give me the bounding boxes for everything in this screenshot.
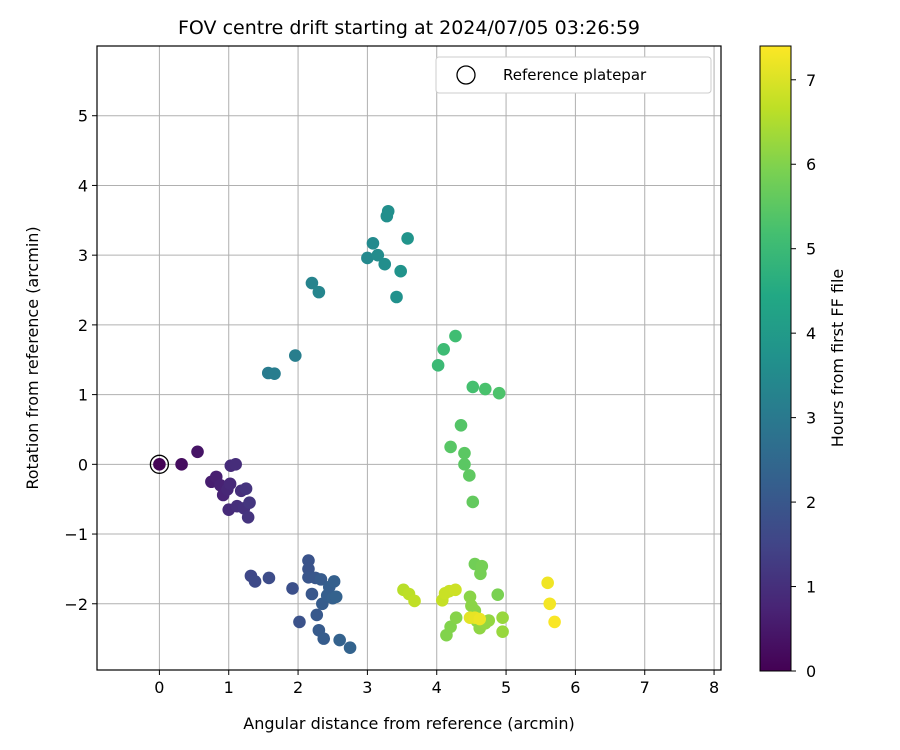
y-tick-label: −1: [64, 525, 88, 544]
data-point: [268, 367, 281, 380]
data-point: [239, 482, 253, 496]
data-point: [444, 620, 457, 634]
data-point: [314, 573, 328, 586]
data-point: [431, 359, 445, 372]
colorbar-ticks: 0 1 2 3 4 5 6 7: [791, 71, 816, 681]
colorbar-tick-label: 5: [806, 240, 816, 259]
y-tick-label: 0: [78, 455, 88, 474]
grid-lines: [97, 46, 721, 670]
data-point: [286, 582, 299, 595]
legend-marker: [456, 65, 476, 85]
data-point: [492, 386, 506, 400]
data-point: [401, 232, 414, 245]
data-point: [153, 458, 166, 471]
data-point: [305, 587, 319, 601]
y-axis-label: Rotation from reference (arcmin): [23, 226, 42, 489]
axis-ticks: 0 1 2 3 4 5 6 7 8 −2 −1 0 1 2 3 4 5: [64, 107, 719, 697]
colorbar-label: Hours from first FF file: [828, 269, 847, 448]
data-point: [191, 445, 204, 459]
reference-platepar-marker: [149, 454, 170, 474]
data-point: [437, 342, 450, 356]
data-point: [310, 608, 324, 622]
data-point: [458, 458, 471, 471]
y-tick-label: 3: [78, 246, 88, 265]
colorbar-tick-label: 0: [806, 662, 816, 681]
data-point: [394, 264, 407, 278]
data-point: [466, 495, 480, 509]
data-point: [381, 204, 395, 218]
data-point: [223, 477, 237, 491]
data-point: [390, 290, 403, 304]
data-point: [317, 632, 331, 645]
x-tick-label: 5: [501, 678, 511, 697]
data-point: [329, 590, 343, 604]
data-point: [305, 276, 319, 290]
y-tick-label: 1: [78, 386, 88, 405]
data-point: [473, 612, 487, 626]
data-point: [454, 418, 468, 432]
data-point: [474, 567, 487, 581]
x-tick-label: 0: [154, 678, 164, 697]
data-point: [449, 583, 462, 597]
data-point: [496, 625, 509, 638]
colorbar-tick-label: 7: [806, 71, 816, 90]
legend-label: Reference platepar: [503, 66, 647, 84]
x-tick-label: 7: [640, 678, 650, 697]
plot-frame: [96, 45, 722, 671]
x-tick-label: 1: [224, 678, 234, 697]
data-point: [371, 248, 385, 262]
colorbar-tick-label: 3: [806, 409, 816, 428]
data-point: [463, 469, 476, 482]
y-tick-label: −2: [64, 595, 88, 614]
legend: Reference platepar: [435, 56, 712, 94]
data-point: [262, 571, 276, 585]
x-tick-label: 6: [570, 678, 580, 697]
colorbar-gradient: [759, 45, 792, 672]
data-point: [478, 382, 492, 396]
data-point: [241, 511, 255, 524]
x-tick-label: 4: [432, 678, 442, 697]
data-point: [229, 458, 242, 471]
y-tick-label: 2: [78, 316, 88, 335]
colorbar-tick-label: 6: [806, 155, 816, 174]
data-point: [378, 257, 392, 271]
data-point: [293, 615, 306, 629]
data-point: [548, 615, 561, 629]
y-tick-label: 5: [78, 107, 88, 126]
data-point: [243, 496, 256, 509]
colorbar-tick-label: 4: [806, 324, 816, 343]
x-tick-label: 2: [293, 678, 303, 697]
data-point: [491, 588, 505, 602]
data-point: [361, 251, 374, 265]
data-point: [458, 446, 471, 460]
data-point: [444, 440, 457, 454]
x-tick-label: 8: [709, 678, 719, 697]
data-point: [496, 611, 509, 625]
data-point: [543, 597, 557, 611]
colorbar: 0 1 2 3 4 5 6 7 Hours from first FF file: [759, 45, 847, 681]
data-point: [449, 611, 463, 625]
data-point: [449, 329, 462, 343]
data-point: [333, 633, 346, 647]
chart-title: FOV centre drift starting at 2024/07/05 …: [178, 17, 640, 39]
data-point: [408, 594, 421, 608]
data-point: [312, 285, 326, 299]
legend-box: [435, 56, 712, 94]
data-points: [149, 204, 561, 654]
x-tick-label: 3: [362, 678, 372, 697]
colorbar-tick-label: 1: [806, 578, 816, 597]
data-point: [466, 380, 480, 394]
data-point: [288, 349, 302, 362]
colorbar-tick-label: 2: [806, 493, 816, 512]
data-point: [541, 576, 554, 590]
data-point: [248, 575, 262, 588]
x-axis-label: Angular distance from reference (arcmin): [243, 714, 574, 733]
y-tick-label: 4: [78, 176, 88, 195]
data-point: [343, 641, 357, 654]
data-point: [327, 575, 341, 588]
data-point: [366, 237, 380, 250]
data-point: [175, 458, 188, 471]
